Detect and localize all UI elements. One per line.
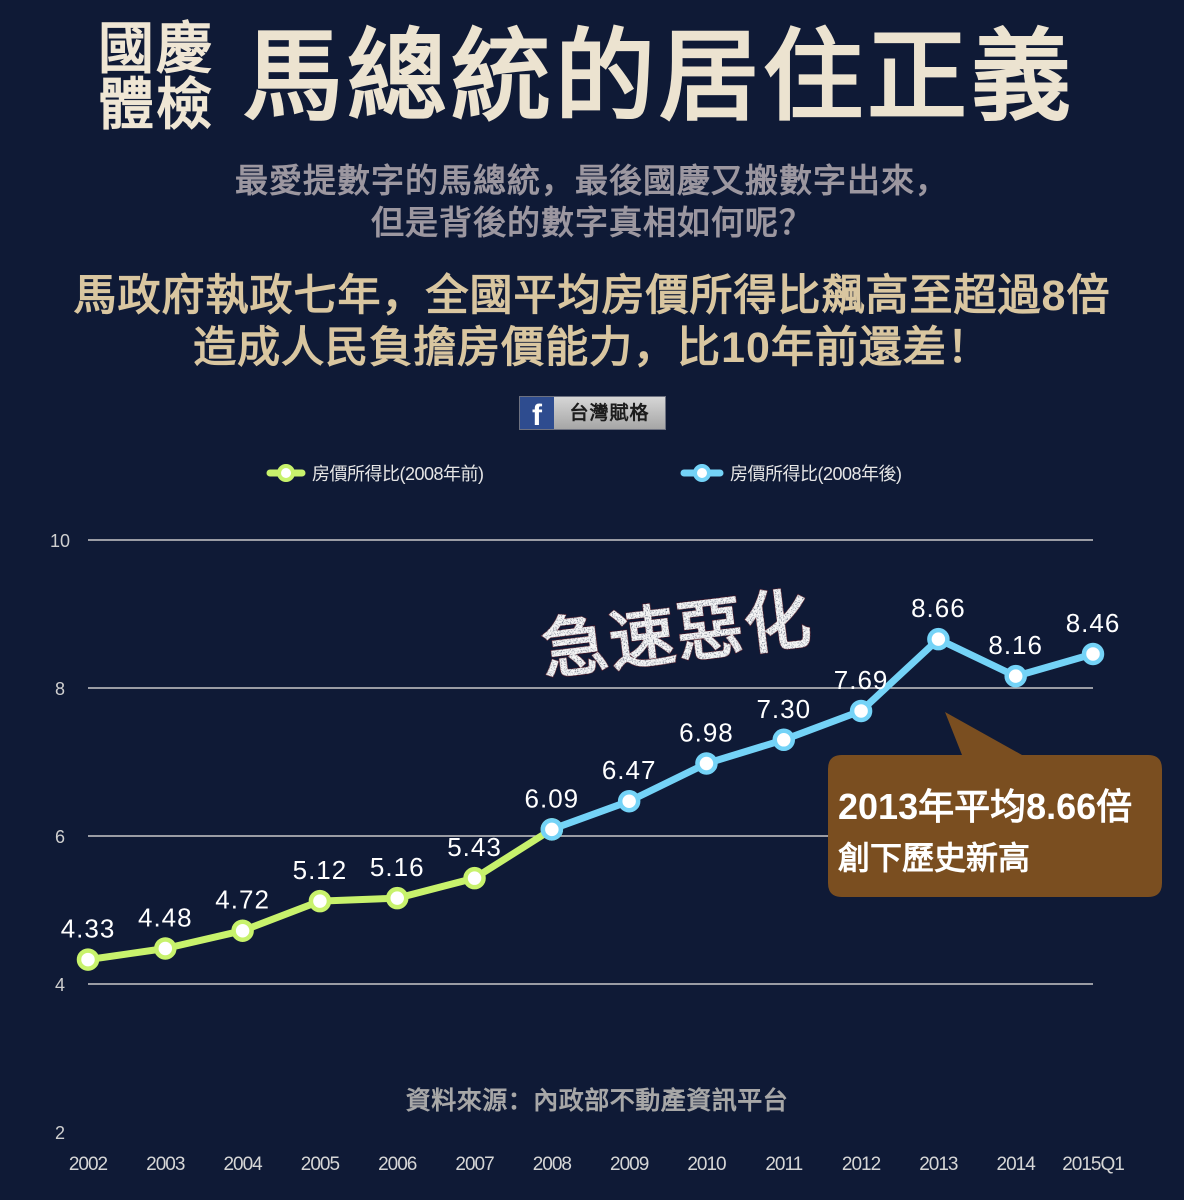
x-tick-label-2008: 2008 [533,1154,572,1175]
y-tick-label-4: 4 [55,975,65,995]
x-tick-label-2009: 2009 [610,1154,649,1175]
headline-line-2: 造成人民負擔房價能力，比10年前還差！ [193,324,991,372]
facebook-icon: f [520,397,554,429]
pre-2008-point-2003 [154,937,177,960]
post-2008-legend-label: 房價所得比(2008年後) [730,464,902,484]
x-tick-label-2003: 2003 [146,1154,185,1175]
pre-2008-point-2002 [76,948,100,971]
subtitle-line-1: 最愛提數字的馬總統，最後國慶又搬數字出來， [235,161,949,200]
y-tick-label-2: 2 [55,1123,65,1143]
pre-2008-legend-marker [277,464,295,482]
post-2008-point-2012 [849,699,873,723]
post-2008-point-2008 [540,818,564,841]
headline: 馬政府執政七年，全國平均房價所得比飆高至超過8倍 造成人民負擔房價能力，比10年… [0,270,1184,374]
data-label-2008: 6.09 [525,783,580,813]
data-label-2010: 6.98 [679,717,734,747]
x-tick-label-2005: 2005 [301,1154,340,1175]
data-label-2009: 6.47 [602,755,657,785]
pre-2008-point-2005 [308,889,332,913]
badge-line-1: 國慶 [98,17,214,82]
x-tick-label-2004: 2004 [223,1154,263,1175]
x-tick-label-2006: 2006 [378,1154,417,1175]
data-label-2014: 8.16 [988,630,1043,660]
y-tick-label-10: 10 [50,531,70,551]
x-tick-label-2011: 2011 [765,1154,802,1175]
x-tick-label-2012: 2012 [842,1154,881,1175]
facebook-page-badge: f 台灣賦格 [519,396,666,430]
pre-2008-point-2006 [385,886,409,910]
record-high-callout: 2013年平均8.66倍 創下歷史新高 [828,712,1162,897]
facebook-page-name: 台灣賦格 [554,397,665,429]
data-labels: 4.33 4.48 4.72 5.12 5.16 5.43 6.09 6.47 6.98 7.30… [61,593,1121,944]
callout-bubble [828,712,1162,897]
data-label-2011: 7.30 [756,694,811,724]
data-label-2015Q1: 8.46 [1066,608,1121,638]
badge-line-2: 體檢 [98,73,214,138]
data-label-2005: 5.12 [293,855,348,885]
data-source: 資料來源：內政部不動產資訊平台 [406,1086,789,1115]
rapid-deterioration-stamp: 急速惡化 [537,580,816,690]
post-2008-point-2010 [695,752,718,775]
post-2008-legend-marker [693,464,711,482]
subtitle-line-2: 但是背後的數字真相如何呢？ [371,203,813,242]
pre-2008-legend-label: 房價所得比(2008年前) [312,464,484,484]
post-2008-point-2009 [617,789,641,813]
post-2008-series-line [548,635,1097,833]
chart-legend: 房價所得比(2008年前) 房價所得比(2008年後) [266,464,902,484]
national-day-checkup-badge: 國慶 體檢 [95,22,217,134]
x-tick-label-2007: 2007 [455,1154,494,1175]
data-label-2012: 7.69 [834,665,889,695]
x-tick-label-2010: 2010 [687,1154,726,1175]
callout-line-2: 創下歷史新高 [838,839,1030,877]
x-tick-label-2014: 2014 [997,1154,1037,1175]
post-2008-point-2013 [927,627,950,651]
y-tick-label-6: 6 [55,827,65,847]
post-2008-point-2014 [1004,664,1027,688]
x-tick-label-2015Q1: 2015Q1 [1062,1154,1124,1175]
price-income-ratio-chart: 房價所得比(2008年前) 房價所得比(2008年後) 2 4 6 8 10 2002 200… [50,464,1162,1175]
callout-line-1: 2013年平均8.66倍 [838,786,1132,827]
data-label-2013: 8.66 [911,593,966,623]
pre-2008-point-2007 [463,866,486,890]
data-label-2002: 4.33 [61,914,116,944]
data-label-2003: 4.48 [138,902,193,932]
post-2008-point-2015Q1 [1081,642,1105,666]
pre-2008-point-2004 [231,919,254,942]
subtitle: 最愛提數字的馬總統，最後國慶又搬數字出來， 但是背後的數字真相如何呢？ [0,160,1184,244]
post-2008-point-2011 [772,728,796,752]
data-label-2006: 5.16 [370,852,425,882]
data-points [76,627,1105,971]
x-tick-label-2013: 2013 [919,1154,958,1175]
headline-line-1: 馬政府執政七年，全國平均房價所得比飆高至超過8倍 [73,272,1111,320]
page-title: 馬總統的居住正義 [243,18,1075,135]
x-tick-label-2002: 2002 [69,1154,108,1175]
data-label-2007: 5.43 [447,832,502,862]
data-label-2004: 4.72 [215,885,270,915]
y-tick-label-8: 8 [55,679,65,699]
axis-labels: 2 4 6 8 10 2002 2003 2004 2005 2006 2007 2008 2009 20… [50,531,1125,1175]
